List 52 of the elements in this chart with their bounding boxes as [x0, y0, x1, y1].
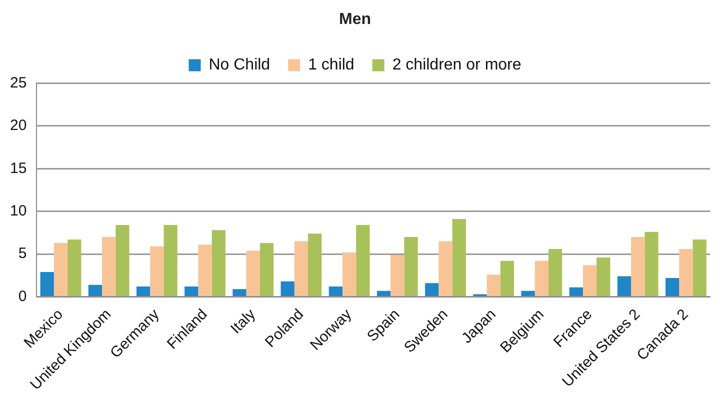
- legend-label: 2 children or more: [392, 56, 522, 74]
- bar: [246, 250, 260, 296]
- bar: [40, 272, 54, 296]
- legend-label: 1 child: [308, 56, 354, 74]
- bar: [212, 230, 226, 296]
- bar: [390, 254, 404, 296]
- y-tick-label: 15: [10, 160, 27, 177]
- bar: [666, 278, 680, 296]
- bar: [644, 232, 658, 296]
- bar: [280, 281, 294, 296]
- bar: [232, 289, 246, 296]
- bar: [150, 246, 164, 296]
- bar: [486, 274, 500, 296]
- bar: [164, 225, 178, 296]
- bar: [102, 236, 116, 296]
- bar: [500, 260, 514, 296]
- bar: [582, 265, 597, 296]
- chart-title: Men: [339, 11, 371, 28]
- bar: [617, 276, 632, 296]
- y-tick-label: 5: [18, 245, 27, 262]
- bar: [116, 225, 130, 296]
- bar: [452, 219, 466, 296]
- y-tick-label: 20: [10, 117, 27, 134]
- bar: [294, 241, 308, 296]
- bar: [136, 286, 150, 296]
- y-tick-label: 0: [18, 288, 27, 305]
- legend-label: No Child: [208, 56, 270, 74]
- bar: [692, 240, 706, 296]
- bar: [534, 260, 548, 296]
- x-tick-label: Italy: [227, 306, 260, 338]
- bar: [569, 287, 583, 296]
- bar: [548, 248, 562, 296]
- bar: [328, 286, 342, 296]
- y-tick-label: 10: [10, 202, 27, 220]
- bar: [356, 225, 370, 296]
- bar: [425, 283, 439, 296]
- bar: [54, 242, 68, 296]
- bar: [596, 258, 610, 296]
- bar: [631, 236, 645, 296]
- bar: [308, 234, 322, 296]
- bar: [438, 241, 452, 296]
- bar: [521, 290, 535, 296]
- bar: [88, 284, 102, 296]
- bar: [184, 286, 198, 296]
- bar: [68, 240, 82, 296]
- y-tick-label: 25: [10, 74, 27, 92]
- bar: [198, 244, 212, 296]
- bar: [342, 252, 356, 296]
- bar: [376, 290, 391, 296]
- bar: [404, 236, 418, 296]
- bar: [260, 242, 274, 296]
- bar: [679, 248, 693, 296]
